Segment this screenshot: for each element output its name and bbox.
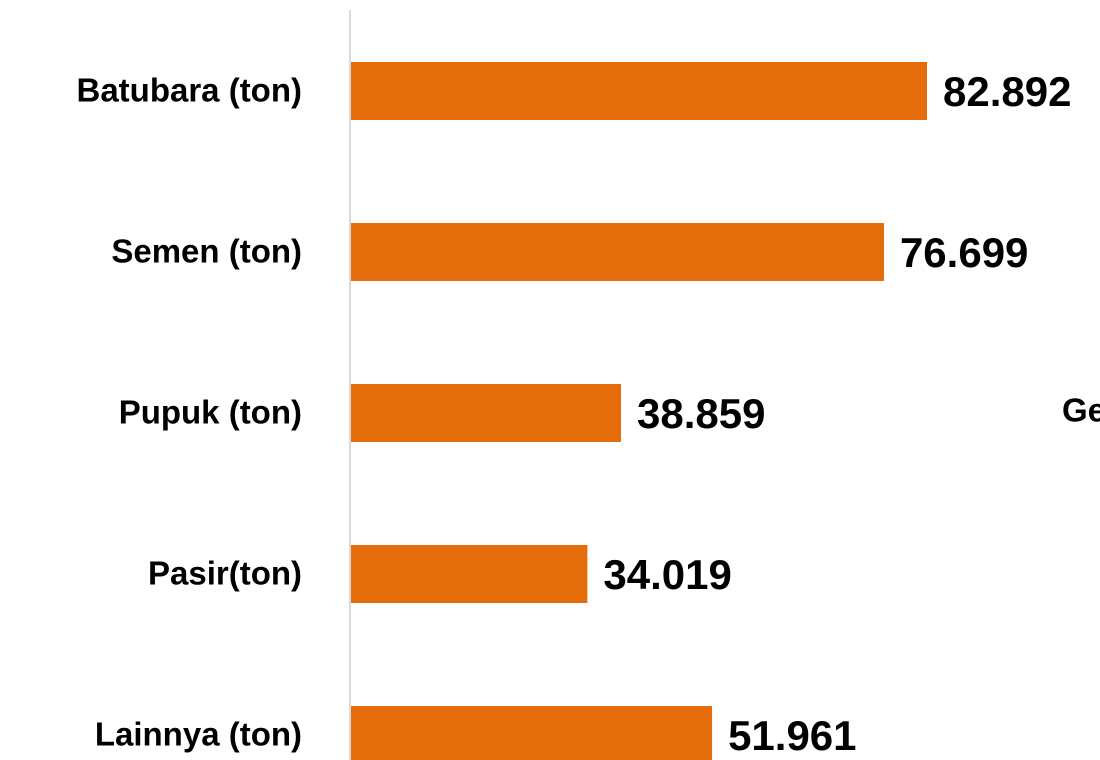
category-label: Semen (ton)	[111, 233, 302, 270]
bar	[351, 706, 713, 760]
category-label: Batubara (ton)	[77, 72, 303, 109]
annotation: Ge	[1062, 392, 1100, 429]
value-label: 51.961	[728, 712, 856, 759]
bar	[351, 223, 884, 281]
bar	[351, 62, 927, 120]
value-label: 34.019	[603, 551, 731, 598]
value-label: 76.699	[900, 229, 1028, 276]
category-label: Pasir(ton)	[148, 555, 302, 592]
value-label: 38.859	[637, 390, 765, 437]
category-label: Pupuk (ton)	[119, 394, 302, 431]
value-label: 82.892	[943, 68, 1071, 115]
bar	[351, 545, 588, 603]
bar	[351, 384, 622, 442]
category-label: Lainnya (ton)	[95, 716, 302, 753]
